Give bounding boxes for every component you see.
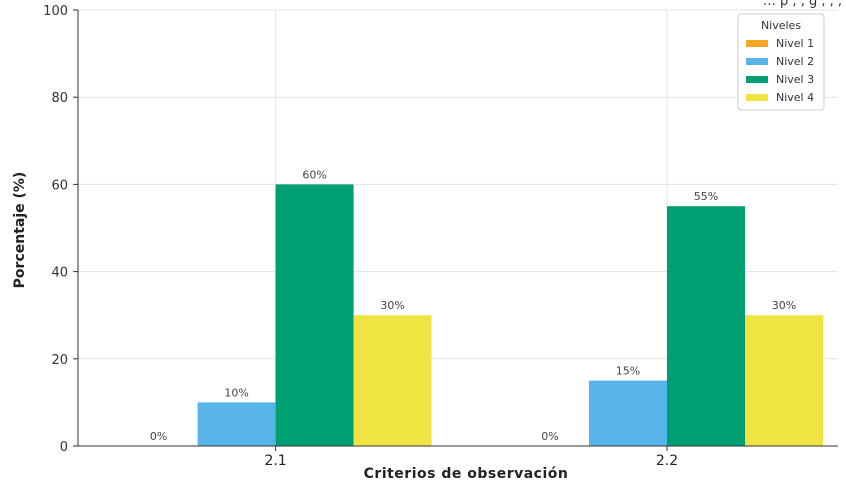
data-label: 30% [380, 299, 404, 312]
y-tick-label: 80 [51, 91, 68, 106]
data-label: 0% [541, 430, 558, 443]
legend-label: Nivel 2 [776, 55, 814, 68]
bar-nivel-2-2.2 [589, 380, 667, 446]
data-label: 55% [694, 190, 718, 203]
y-tick-label: 40 [51, 266, 68, 281]
data-labels: 0% 0% 10% 15% 60% 55% 30% 30% [150, 168, 796, 443]
y-tick-label: 20 [51, 353, 68, 368]
y-tick-label: 60 [51, 178, 68, 193]
x-tick-label: 2.1 [264, 453, 286, 469]
bar-nivel-4-2.1 [353, 315, 432, 446]
legend-swatch [746, 76, 768, 83]
legend-label: Nivel 1 [776, 37, 814, 50]
bar-nivel-3-2.2 [667, 206, 745, 446]
legend: Niveles Nivel 1 Nivel 2 Nivel 3 Nivel 4 [737, 13, 825, 111]
data-label: 0% [150, 430, 167, 443]
data-label: 10% [224, 386, 248, 399]
legend-box [737, 13, 825, 111]
y-axis-label: Porcentaje (%) [12, 172, 28, 289]
legend-swatch [746, 94, 768, 101]
data-label: 30% [772, 299, 796, 312]
legend-title: Niveles [761, 19, 801, 32]
legend-label: Nivel 3 [776, 73, 814, 86]
bar-nivel-2-2.1 [197, 402, 276, 446]
x-tick-label: 2.2 [656, 453, 678, 469]
axes: 0 20 40 60 80 100 2.1 2.2 [43, 4, 838, 469]
data-label: 15% [616, 365, 640, 378]
legend-swatch [746, 58, 768, 65]
bar-nivel-4-2.2 [745, 315, 823, 446]
y-tick-label: 100 [43, 4, 68, 19]
legend-swatch [746, 40, 768, 47]
x-axis-label: Criterios de observación [364, 466, 569, 482]
bars [197, 184, 823, 446]
legend-label: Nivel 4 [776, 91, 814, 104]
top-cropped-text: … p , , g , , , [762, 0, 842, 9]
data-label: 60% [302, 168, 326, 181]
bar-nivel-3-2.1 [275, 184, 354, 446]
y-tick-label: 0 [60, 440, 68, 455]
